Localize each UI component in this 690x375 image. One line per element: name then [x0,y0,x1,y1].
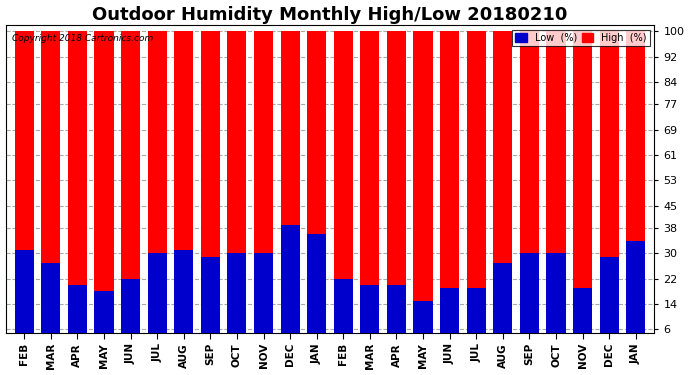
Title: Outdoor Humidity Monthly High/Low 20180210: Outdoor Humidity Monthly High/Low 201802… [92,6,568,24]
Bar [387,32,406,348]
Bar [307,32,326,348]
Bar [600,256,619,348]
Bar [440,288,460,348]
Bar [307,234,326,348]
Bar [493,32,513,348]
Bar [254,32,273,348]
Bar [95,32,114,348]
Bar [520,32,539,348]
Bar [573,32,592,348]
Bar [121,32,140,348]
Bar [227,254,246,348]
Bar [413,301,433,348]
Bar [413,32,433,348]
Bar [334,32,353,348]
Bar [281,225,299,348]
Bar [41,263,60,348]
Bar [360,285,380,348]
Bar [95,291,114,348]
Bar [148,254,167,348]
Bar [546,254,566,348]
Bar [600,32,619,348]
Bar [68,32,87,348]
Bar [387,285,406,348]
Bar [68,285,87,348]
Bar [466,288,486,348]
Text: Copyright 2018 Cartronics.com: Copyright 2018 Cartronics.com [12,34,153,44]
Bar [546,32,566,348]
Bar [121,279,140,348]
Bar [281,32,299,348]
Bar [440,32,460,348]
Bar [201,256,220,348]
Bar [174,250,193,348]
Bar [360,32,380,348]
Bar [627,32,645,348]
Bar [14,32,34,348]
Bar [334,279,353,348]
Bar [148,32,167,348]
Bar [14,250,34,348]
Bar [227,32,246,348]
Bar [627,241,645,348]
Bar [174,32,193,348]
Legend: Low  (%), High  (%): Low (%), High (%) [512,30,649,46]
Bar [493,263,513,348]
Bar [201,32,220,348]
Bar [466,32,486,348]
Bar [520,254,539,348]
Bar [573,288,592,348]
Bar [254,254,273,348]
Bar [41,32,60,348]
